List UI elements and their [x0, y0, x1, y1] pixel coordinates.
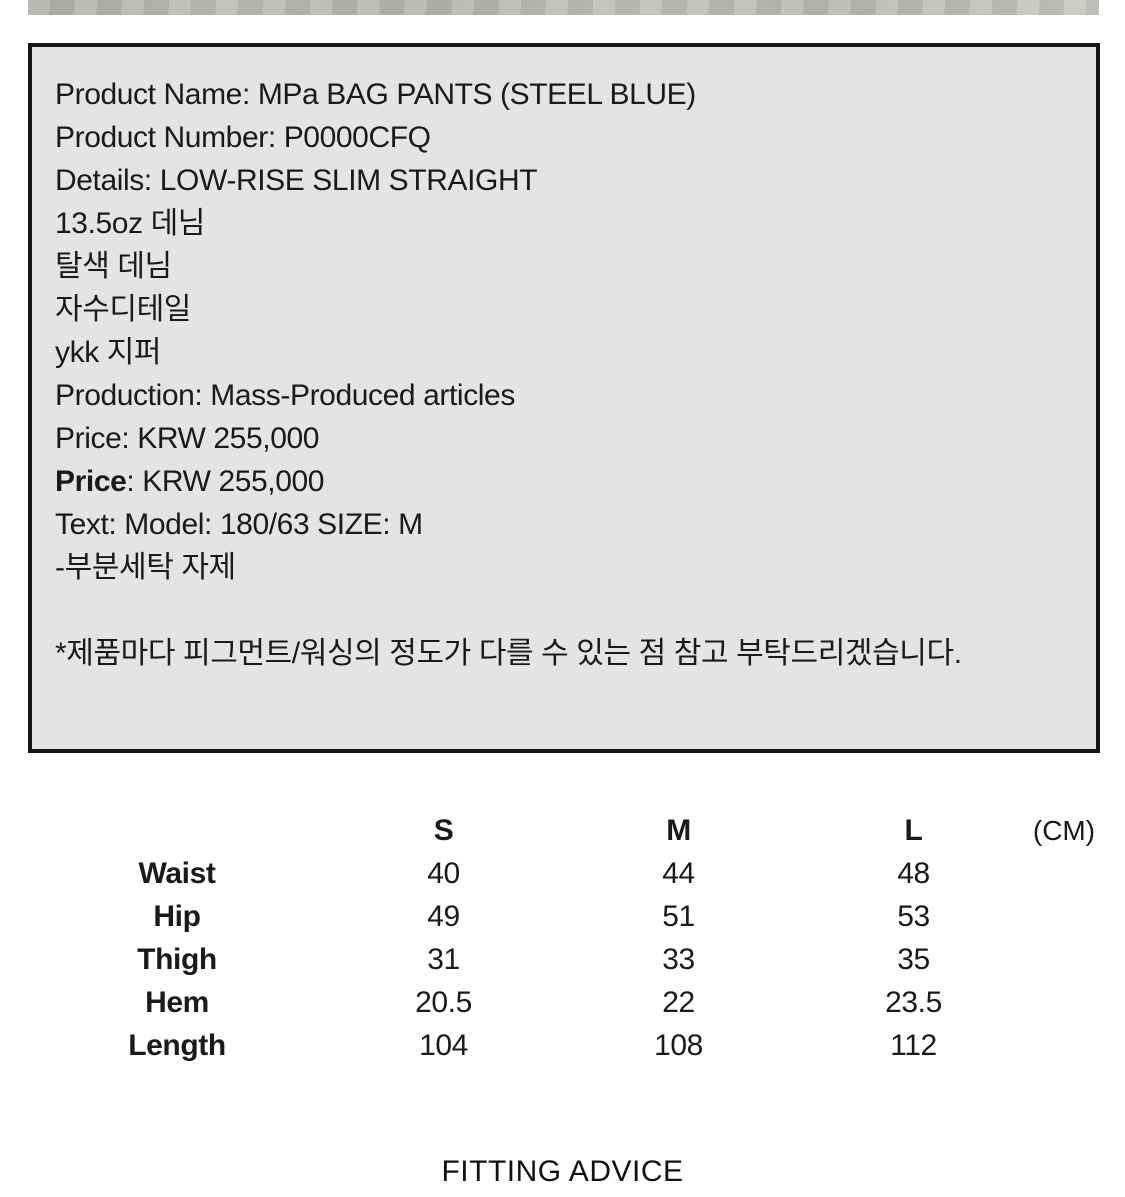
product-info-lines: Product Name: MPa BAG PANTS (STEEL BLUE)… [55, 73, 1072, 675]
size-value: 112 [890, 1029, 937, 1062]
info-line: ykk 지퍼 [55, 331, 1072, 374]
size-row-label: Hip [153, 900, 201, 933]
size-table-row: Thigh 31 33 35 [28, 938, 1097, 981]
size-value: 44 [662, 857, 695, 890]
product-note: *제품마다 피그먼트/워싱의 정도가 다를 수 있는 점 참고 부탁드리겠습니다… [55, 632, 1072, 675]
size-table-row: Hip 49 51 53 [28, 895, 1097, 938]
size-table-row: Waist 40 44 48 [28, 852, 1097, 895]
info-line-segment: Production: Mass-Produced articles [55, 379, 515, 412]
info-line-segment: 13.5oz 데님 [55, 207, 206, 240]
size-row-label: Thigh [137, 943, 217, 976]
size-row-label: Hem [145, 986, 209, 1019]
info-line-segment: : KRW 255,000 [126, 465, 325, 498]
info-line-segment: *제품마다 피그먼트/워싱의 정도가 다를 수 있는 점 참고 부탁드리겠습니다… [55, 637, 962, 670]
size-table-row: Hem 20.5 22 23.5 [28, 981, 1097, 1024]
size-row-label: Waist [138, 857, 216, 890]
size-value: 48 [897, 857, 930, 890]
info-line-segment: Text: Model: 180/63 SIZE: M [55, 508, 423, 541]
size-value: 108 [654, 1029, 703, 1062]
product-info-box: Product Name: MPa BAG PANTS (STEEL BLUE)… [28, 43, 1100, 753]
size-value: 51 [662, 900, 695, 933]
size-value: 20.5 [415, 986, 472, 1019]
info-line: -부분세탁 자제 [55, 546, 1072, 589]
info-line-segment: 자수디테일 [55, 293, 191, 326]
info-line: Text: Model: 180/63 SIZE: M [55, 503, 1072, 546]
size-value: 49 [427, 900, 460, 933]
size-table-row: Length 104 108 112 [28, 1024, 1097, 1067]
info-line-segment: Product Name: MPa BAG PANTS (STEEL BLUE) [55, 78, 696, 111]
size-value: 53 [897, 900, 930, 933]
size-column-header: L [904, 814, 923, 847]
info-line: 자수디테일 [55, 288, 1072, 331]
info-line: Production: Mass-Produced articles [55, 374, 1072, 417]
info-line: 탈색 데님 [55, 245, 1072, 288]
info-line: Details: LOW-RISE SLIM STRAIGHT [55, 159, 1072, 202]
size-column-header: M [666, 814, 691, 847]
product-photo-bottom-edge [28, 0, 1099, 15]
size-unit-label: (CM) [1032, 815, 1096, 846]
info-line: Product Number: P0000CFQ [55, 116, 1072, 159]
size-value: 31 [427, 943, 460, 976]
size-table: S M L (CM) Waist 40 44 48 Hip 49 51 53 Thigh 31 33 35 He… [28, 809, 1097, 1067]
info-line-segment: 탈색 데님 [55, 250, 172, 283]
info-line-segment: Details: LOW-RISE SLIM STRAIGHT [55, 164, 538, 197]
fitting-advice-title: FITTING ADVICE [441, 1155, 684, 1188]
info-line-segment: Price: KRW 255,000 [55, 422, 320, 455]
info-line [55, 589, 1072, 632]
info-line: Price: KRW 255,000 [55, 460, 1072, 503]
size-row-label: Length [128, 1029, 226, 1062]
size-value: 40 [427, 857, 460, 890]
size-value: 35 [897, 943, 930, 976]
info-line: 13.5oz 데님 [55, 202, 1072, 245]
info-line-bold-segment: Price [55, 465, 127, 498]
size-value: 22 [662, 986, 695, 1019]
size-value: 33 [662, 943, 695, 976]
info-line-segment: Product Number: P0000CFQ [55, 121, 431, 154]
info-line-segment: -부분세탁 자제 [55, 551, 236, 584]
info-line: Product Name: MPa BAG PANTS (STEEL BLUE) [55, 73, 1072, 116]
info-line-segment: ykk 지퍼 [55, 336, 162, 369]
size-value: 23.5 [885, 986, 942, 1019]
size-value: 104 [419, 1029, 468, 1062]
size-table-header-row: S M L (CM) [28, 809, 1097, 852]
info-line: Price: KRW 255,000 [55, 417, 1072, 460]
size-column-header: S [433, 814, 454, 847]
